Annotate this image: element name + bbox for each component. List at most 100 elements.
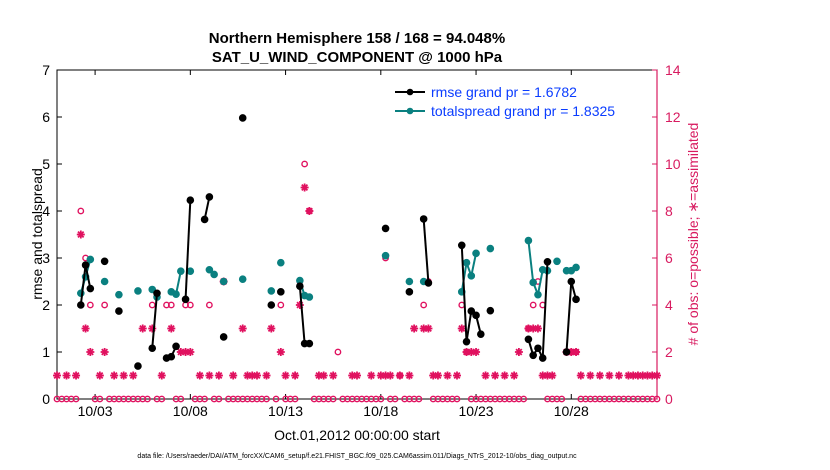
x-tick-label: 10/23	[459, 403, 494, 419]
rmse-marker	[419, 215, 428, 223]
plot-area: 10/03 10/08 10/13 10/18 10/23 10/280123456702…	[42, 62, 681, 419]
obs-assimilated-marker	[614, 371, 623, 380]
rmse-marker	[86, 284, 95, 293]
totalspread-marker	[381, 251, 390, 260]
obs-assimilated-marker	[329, 371, 338, 380]
obs-assimilated-marker	[510, 371, 519, 380]
rmse-marker	[543, 257, 552, 266]
obs-possible-marker	[101, 301, 109, 309]
rmse-line	[203, 196, 211, 220]
rmse-line	[151, 293, 158, 349]
obs-assimilated-marker	[514, 348, 523, 356]
obs-possible-marker	[148, 301, 156, 309]
rmse-marker	[205, 193, 214, 201]
totalspread-marker	[210, 270, 218, 279]
data-file-footer: data file: /Users/raeder/DAI/ATM_forcXX/…	[137, 453, 577, 460]
totalspread-marker	[238, 275, 247, 283]
y-axis-label-right: # of obs: o=possible; ∗=assimilated	[685, 123, 701, 346]
obs-assimilated-marker	[119, 371, 128, 380]
y-tick-label-left: 6	[42, 109, 50, 125]
rmse-marker	[538, 354, 547, 362]
obs-assimilated-marker	[433, 371, 442, 380]
obs-assimilated-marker	[76, 230, 85, 239]
obs-possible-marker	[215, 395, 223, 403]
obs-assimilated-marker	[186, 348, 195, 356]
totalspread-marker	[467, 272, 476, 280]
y-tick-label-right: 0	[665, 391, 673, 407]
rmse-marker	[181, 295, 190, 304]
obs-possible-marker	[529, 301, 537, 309]
y-tick-label-left: 5	[42, 156, 50, 172]
y-tick-label-left: 2	[42, 297, 50, 313]
obs-assimilated-marker	[595, 371, 604, 380]
obs-possible-marker	[186, 301, 194, 309]
rmse-marker	[462, 337, 471, 346]
obs-possible-marker	[167, 301, 175, 309]
totalspread-marker	[524, 236, 533, 245]
y-tick-label-left: 1	[42, 344, 50, 360]
rmse-line	[565, 281, 578, 353]
obs-assimilated-marker	[100, 348, 109, 356]
x-tick-label: 10/13	[268, 403, 303, 419]
chart-title-line2: SAT_U_WIND_COMPONENT @ 1000 hPa	[212, 49, 503, 66]
totalspread-marker	[172, 290, 180, 298]
rmse-marker	[477, 330, 485, 338]
obs-possible-marker	[96, 395, 104, 403]
y-tick-label-left: 4	[42, 203, 50, 219]
y-tick-label-right: 4	[665, 297, 673, 313]
rmse-marker	[153, 289, 161, 298]
rmse-marker	[267, 301, 276, 309]
obs-possible-marker	[377, 395, 385, 403]
obs-possible-marker	[144, 395, 151, 403]
obs-possible-marker	[329, 395, 337, 403]
totalspread-marker	[115, 290, 123, 299]
rmse-marker	[200, 215, 209, 224]
totalspread-marker	[553, 257, 561, 266]
totalspread-marker	[100, 277, 109, 286]
obs-assimilated-marker	[291, 371, 300, 380]
obs-assimilated-marker	[305, 207, 314, 215]
obs-possible-marker	[272, 395, 280, 403]
x-axis-label: Oct.01,2012 00:00:00 start	[274, 427, 440, 443]
rmse-marker	[238, 114, 247, 122]
obs-assimilated-marker	[533, 324, 542, 333]
rmse-marker	[81, 261, 90, 269]
obs-assimilated-marker	[443, 371, 452, 380]
x-tick-label: 10/03	[78, 403, 113, 419]
rmse-marker	[567, 277, 576, 286]
totalspread-marker	[277, 258, 285, 267]
obs-possible-marker	[301, 160, 309, 168]
y-tick-label-right: 10	[665, 156, 681, 172]
rmse-marker	[467, 307, 476, 315]
x-tick-label: 10/18	[363, 403, 398, 419]
obs-assimilated-marker	[110, 371, 119, 380]
obs-possible-marker	[415, 395, 423, 403]
obs-assimilated-marker	[53, 371, 61, 380]
obs-assimilated-marker	[62, 371, 71, 380]
obs-assimilated-marker	[267, 324, 276, 333]
obs-assimilated-marker	[295, 301, 304, 309]
totalspread-marker	[177, 267, 185, 275]
obs-possible-marker	[72, 395, 80, 403]
rmse-marker	[167, 352, 176, 361]
obs-possible-marker	[334, 348, 342, 356]
totalspread-marker	[462, 258, 471, 267]
rmse-line	[422, 218, 430, 283]
rmse-marker	[100, 257, 109, 266]
rmse-marker	[472, 311, 480, 320]
obs-assimilated-marker	[653, 371, 661, 380]
obs-possible-marker	[77, 207, 85, 215]
y-tick-label-right: 14	[665, 62, 681, 78]
obs-assimilated-marker	[424, 324, 433, 333]
totalspread-marker	[405, 277, 414, 286]
rmse-marker	[381, 224, 390, 233]
obs-assimilated-marker	[548, 371, 557, 380]
obs-assimilated-marker	[353, 371, 361, 380]
rmse-marker	[172, 342, 180, 351]
rmse-marker	[305, 339, 314, 348]
obs-assimilated-marker	[214, 371, 223, 380]
obs-assimilated-marker	[395, 371, 404, 380]
totalspread-marker	[219, 277, 228, 286]
obs-possible-marker	[177, 395, 185, 403]
rmse-line	[527, 261, 549, 359]
